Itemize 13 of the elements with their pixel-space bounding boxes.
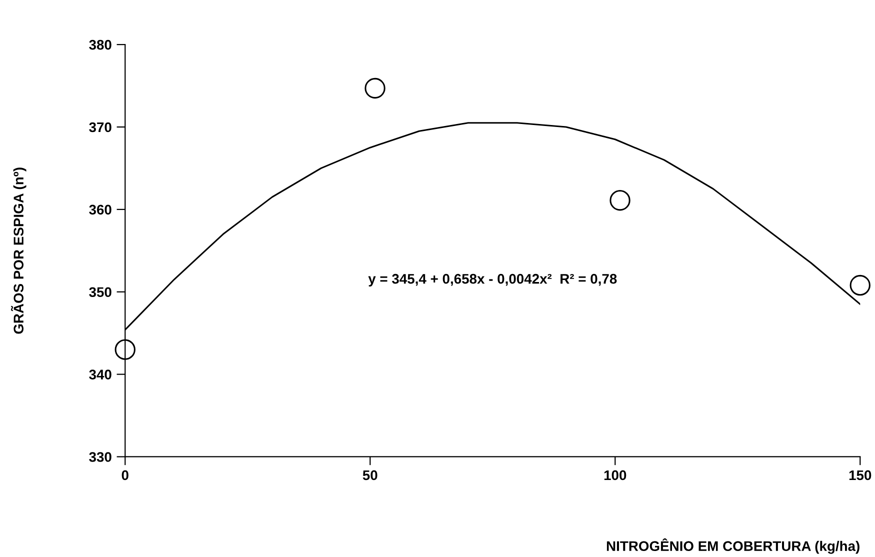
y-axis-title: GRÃOS POR ESPIGA (nº) xyxy=(11,168,26,334)
x-tick-label: 150 xyxy=(849,470,872,480)
annotation: y = 345,4 + 0,658x - 0,0042x² R² = 0,78 xyxy=(368,274,617,287)
y-tick-label: 380 xyxy=(89,40,112,50)
x-tick-label: 0 xyxy=(122,470,128,480)
x-tick-label: 100 xyxy=(604,470,626,480)
y-tick-label: 360 xyxy=(89,204,112,215)
y-tick-label: 340 xyxy=(89,370,112,380)
y-tick-label: 370 xyxy=(89,122,112,132)
y-tick-label: 330 xyxy=(89,452,112,462)
x-tick-label: 50 xyxy=(362,470,378,480)
y-tick-label: 350 xyxy=(89,287,112,298)
x-axis-title: NITROGÊNIO EM COBERTURA (kg/ha) xyxy=(606,538,860,554)
